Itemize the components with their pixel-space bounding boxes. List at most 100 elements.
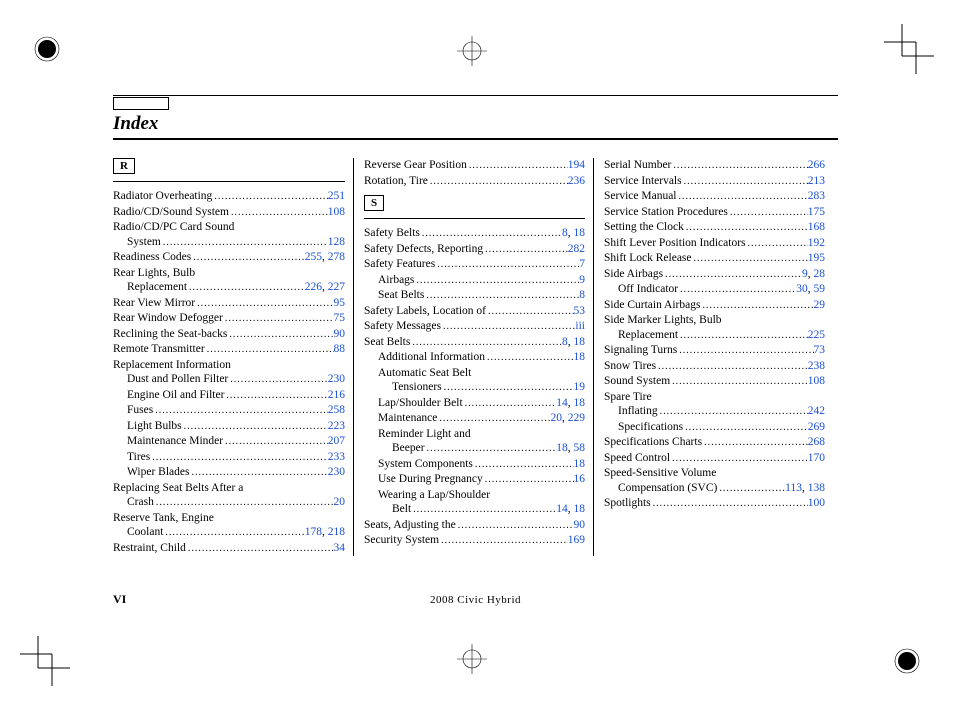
page-link[interactable]: 88 <box>334 343 346 355</box>
page-link[interactable]: 283 <box>808 190 825 202</box>
index-entry-pages: 113, 138 <box>785 481 825 496</box>
index-entry: Seat Belts8, 18 <box>364 335 585 351</box>
page-link[interactable]: 95 <box>334 297 346 309</box>
page-link[interactable]: 266 <box>808 159 825 171</box>
index-entry-pages: 88 <box>334 342 346 357</box>
leader-dots <box>670 452 808 467</box>
page-link[interactable]: 90 <box>334 328 346 340</box>
page-link[interactable]: 278 <box>328 251 345 263</box>
page-link[interactable]: 226 <box>305 281 322 293</box>
index-entry: Inflating242 <box>604 404 825 420</box>
page-link[interactable]: 18 <box>574 458 586 470</box>
page-link[interactable]: 225 <box>808 329 825 341</box>
page-link[interactable]: 170 <box>808 452 825 464</box>
index-entry-label: Coolant <box>127 525 163 540</box>
page-link[interactable]: 175 <box>808 206 825 218</box>
page-link[interactable]: 230 <box>328 466 345 478</box>
page-link[interactable]: 73 <box>814 344 826 356</box>
page-link[interactable]: 236 <box>568 175 585 187</box>
leader-dots <box>651 497 808 512</box>
index-entry-label: Serial Number <box>604 158 671 173</box>
page-link[interactable]: 195 <box>808 252 825 264</box>
page-link[interactable]: 20 <box>334 496 346 508</box>
page-link[interactable]: 128 <box>328 236 345 248</box>
page-link[interactable]: 19 <box>574 381 586 393</box>
page-link[interactable]: 233 <box>328 451 345 463</box>
index-entry: Service Intervals213 <box>604 174 825 190</box>
index-entry: Automatic Seat Belt <box>364 366 585 381</box>
page-link[interactable]: 192 <box>808 237 825 249</box>
index-entry-pages: 216 <box>328 388 345 403</box>
index-entry-label: Side Curtain Airbags <box>604 298 700 313</box>
index-entry-pages: 169 <box>568 533 585 548</box>
page-link[interactable]: 7 <box>579 258 585 270</box>
page-link[interactable]: 213 <box>808 175 825 187</box>
page-link[interactable]: 230 <box>328 373 345 385</box>
page-link[interactable]: 18 <box>556 442 568 454</box>
page-title: Index <box>113 113 838 135</box>
page-link[interactable]: 238 <box>808 360 825 372</box>
page-link[interactable]: 227 <box>328 281 345 293</box>
page-link[interactable]: 218 <box>328 526 345 538</box>
page-link[interactable]: 194 <box>568 159 585 171</box>
index-entry-pages: 236 <box>568 174 585 189</box>
page-link[interactable]: 58 <box>574 442 586 454</box>
page-link[interactable]: 138 <box>808 482 825 494</box>
page-link[interactable]: 53 <box>574 305 586 317</box>
leader-dots <box>229 206 328 221</box>
index-entry-label: Automatic Seat Belt <box>378 366 471 381</box>
page-link[interactable]: 113 <box>785 482 802 494</box>
page-link[interactable]: 18 <box>574 227 586 239</box>
index-entry-pages: 175 <box>808 205 825 220</box>
page-link[interactable]: 34 <box>334 542 346 554</box>
page-link[interactable]: 28 <box>814 268 826 280</box>
page-link[interactable]: 207 <box>328 435 345 447</box>
page-link[interactable]: 229 <box>568 412 585 424</box>
leader-dots <box>483 473 574 488</box>
page-link[interactable]: iii <box>575 320 585 332</box>
page-link[interactable]: 251 <box>328 190 345 202</box>
page-link[interactable]: 258 <box>328 404 345 416</box>
page-link[interactable]: 18 <box>574 503 586 515</box>
index-entry-label: Restraint, Child <box>113 541 186 556</box>
page-link[interactable]: 90 <box>574 519 586 531</box>
page-link[interactable]: 216 <box>328 389 345 401</box>
index-entry-pages: 14, 18 <box>556 396 585 411</box>
index-entry-label: Seat Belts <box>364 335 410 350</box>
page-link[interactable]: 8 <box>579 289 585 301</box>
page-link[interactable]: 18 <box>574 336 586 348</box>
page-link[interactable]: 178 <box>305 526 322 538</box>
index-entry-label: Use During Pregnancy <box>378 472 483 487</box>
page-link[interactable]: 14 <box>556 503 568 515</box>
page-link[interactable]: 223 <box>328 420 345 432</box>
page-link[interactable]: 20 <box>551 412 563 424</box>
page-link[interactable]: 108 <box>808 375 825 387</box>
page-link[interactable]: 9 <box>579 274 585 286</box>
index-entry-pages: 100 <box>808 496 825 511</box>
leader-dots <box>700 299 813 314</box>
index-entry: Beeper18, 58 <box>364 441 585 457</box>
page-link[interactable]: 18 <box>574 351 586 363</box>
page-link[interactable]: 16 <box>574 473 586 485</box>
page-link[interactable]: 100 <box>808 497 825 509</box>
page-link[interactable]: 269 <box>808 421 825 433</box>
page-link[interactable]: 59 <box>814 283 826 295</box>
page-link[interactable]: 168 <box>808 221 825 233</box>
index-entry-label: Security System <box>364 533 439 548</box>
page-link[interactable]: 108 <box>328 206 345 218</box>
page-link[interactable]: 255 <box>305 251 322 263</box>
page-link[interactable]: 75 <box>334 312 346 324</box>
page-link[interactable]: 169 <box>568 534 585 546</box>
page-link[interactable]: 268 <box>808 436 825 448</box>
section-letter-rule: S <box>364 195 585 219</box>
page-link[interactable]: 14 <box>556 397 568 409</box>
page-link[interactable]: 29 <box>814 299 826 311</box>
page-link[interactable]: 282 <box>568 243 585 255</box>
page-link[interactable]: 18 <box>574 397 586 409</box>
index-entry-label: Fuses <box>127 403 153 418</box>
page-link[interactable]: 30 <box>796 283 808 295</box>
index-column: Serial Number 266 Service Intervals213Serv… <box>593 158 833 556</box>
index-entry: Service Manual283 <box>604 189 825 205</box>
leader-dots <box>671 159 807 174</box>
page-link[interactable]: 242 <box>808 405 825 417</box>
